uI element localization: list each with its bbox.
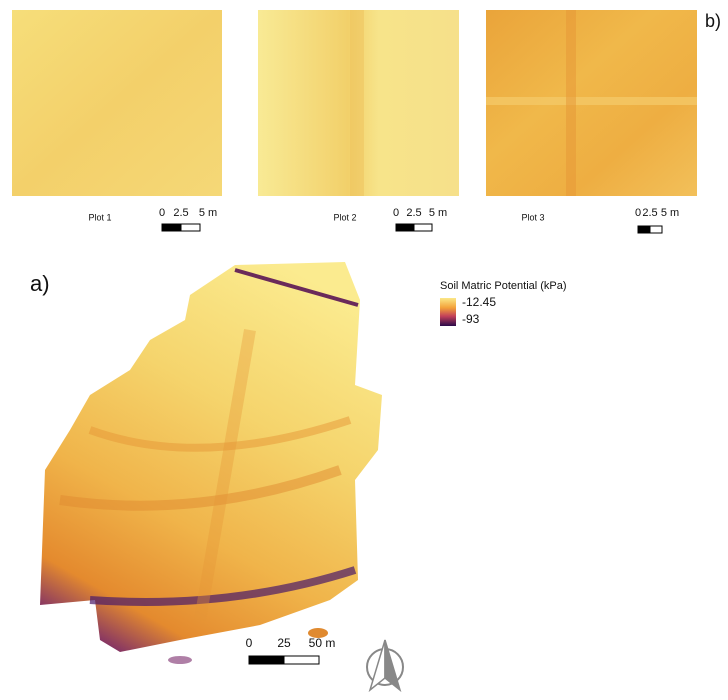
scale-label: 5 m <box>661 207 679 219</box>
plot-2-streak <box>350 10 364 196</box>
legend-colorbar <box>440 298 456 326</box>
scale-bar <box>284 656 319 664</box>
north-arrow <box>367 640 403 690</box>
scale-label: 0 <box>159 207 165 219</box>
scale-bar <box>181 224 200 231</box>
scale-bar <box>638 226 650 233</box>
field-map <box>40 262 382 664</box>
panel-label: a) <box>30 271 50 296</box>
plot-scales: 0 2.5 5 m 0 2.5 5 m 0 2.5 5 m <box>159 207 679 233</box>
scale-bar <box>414 224 432 231</box>
scale-label: 0 <box>246 636 253 650</box>
panel-label: b) <box>705 11 721 31</box>
legend-min: -93 <box>462 312 480 326</box>
map-scale: 0 25 50 m <box>246 636 336 664</box>
scale-label: 50 m <box>309 636 336 650</box>
plot-title: Plot 3 <box>521 212 544 222</box>
plot-3-band <box>566 10 576 196</box>
field-raster <box>40 262 382 652</box>
plot-1-image <box>12 10 222 196</box>
plot-title: Plot 2 <box>333 212 356 222</box>
scale-label: 2.5 <box>642 207 657 219</box>
plot-images <box>12 10 697 196</box>
plot-3-band <box>486 97 697 105</box>
scale-label: 25 <box>277 636 291 650</box>
field-patch <box>168 656 192 664</box>
plot-title: Plot 1 <box>88 212 111 222</box>
north-arrow-left <box>370 640 385 690</box>
scale-label: 5 m <box>429 207 447 219</box>
scale-bar <box>249 656 284 664</box>
scale-label: 2.5 <box>173 207 188 219</box>
scale-label: 0 <box>393 207 399 219</box>
scale-bar <box>162 224 181 231</box>
legend: Soil Matric Potential (kPa) -12.45 -93 <box>440 280 567 326</box>
scale-label: 2.5 <box>406 207 421 219</box>
north-arrow-right <box>385 640 400 690</box>
scale-bar <box>650 226 662 233</box>
legend-title: Soil Matric Potential (kPa) <box>440 280 567 292</box>
scale-label: 5 m <box>199 207 217 219</box>
legend-max: -12.45 <box>462 295 496 309</box>
scale-label: 0 <box>635 207 641 219</box>
figure: b) Plot 1 Plot 2 Plot 3 0 2.5 5 m 0 2.5 … <box>0 0 728 695</box>
scale-bar <box>396 224 414 231</box>
